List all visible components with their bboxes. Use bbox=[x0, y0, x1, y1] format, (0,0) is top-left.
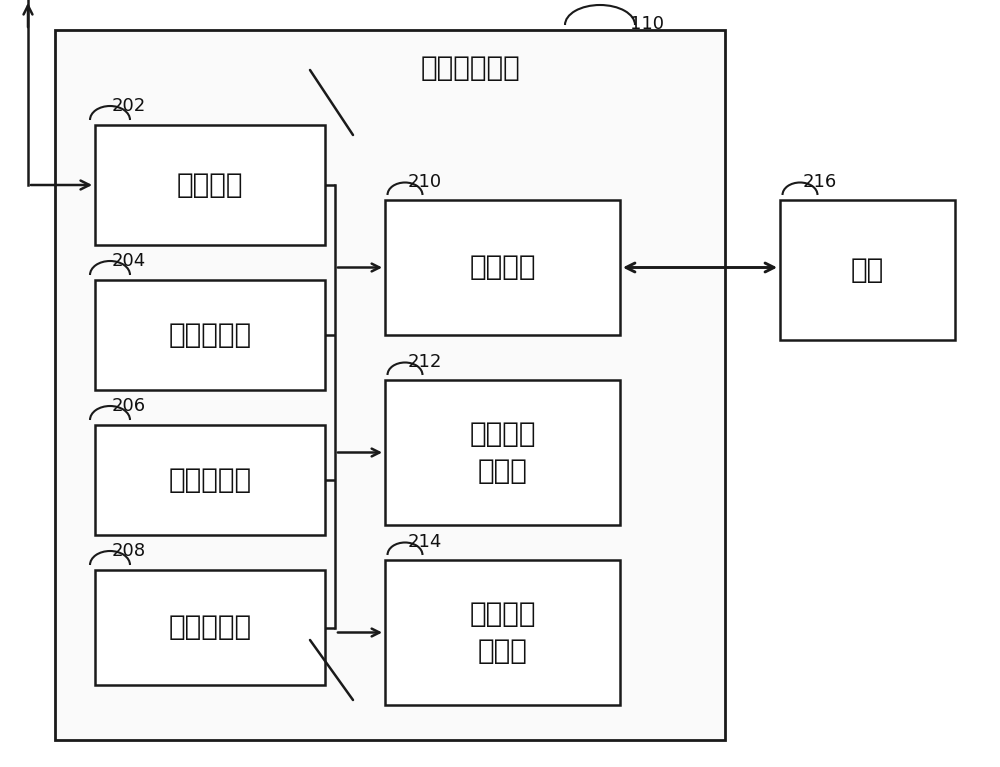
Text: 字符识别
数据库: 字符识别 数据库 bbox=[469, 600, 536, 665]
Text: 编码文本
生成器: 编码文本 生成器 bbox=[469, 420, 536, 485]
Text: 批次指定器: 批次指定器 bbox=[168, 321, 252, 349]
Text: 214: 214 bbox=[408, 533, 442, 551]
Text: 图像分析器: 图像分析器 bbox=[168, 466, 252, 494]
Text: 终端: 终端 bbox=[851, 256, 884, 284]
Text: 通信接口: 通信接口 bbox=[177, 171, 243, 199]
Text: 204: 204 bbox=[112, 252, 146, 270]
Bar bbox=[780, 200, 955, 340]
Text: 212: 212 bbox=[408, 353, 442, 371]
Bar bbox=[95, 425, 325, 535]
Bar bbox=[385, 200, 620, 335]
Text: 216: 216 bbox=[803, 173, 837, 191]
Text: 用户界面: 用户界面 bbox=[469, 254, 536, 281]
Bar bbox=[95, 570, 325, 685]
Bar bbox=[95, 125, 325, 245]
Text: 字符识别器: 字符识别器 bbox=[168, 614, 252, 641]
Text: 202: 202 bbox=[112, 97, 146, 115]
Bar bbox=[385, 560, 620, 705]
Text: 206: 206 bbox=[112, 397, 146, 415]
Bar bbox=[95, 280, 325, 390]
Bar bbox=[385, 380, 620, 525]
Text: 208: 208 bbox=[112, 542, 146, 560]
Bar bbox=[55, 30, 725, 740]
Text: 110: 110 bbox=[630, 15, 664, 33]
Text: 数据处理设施: 数据处理设施 bbox=[421, 54, 520, 82]
Text: 210: 210 bbox=[408, 173, 442, 191]
